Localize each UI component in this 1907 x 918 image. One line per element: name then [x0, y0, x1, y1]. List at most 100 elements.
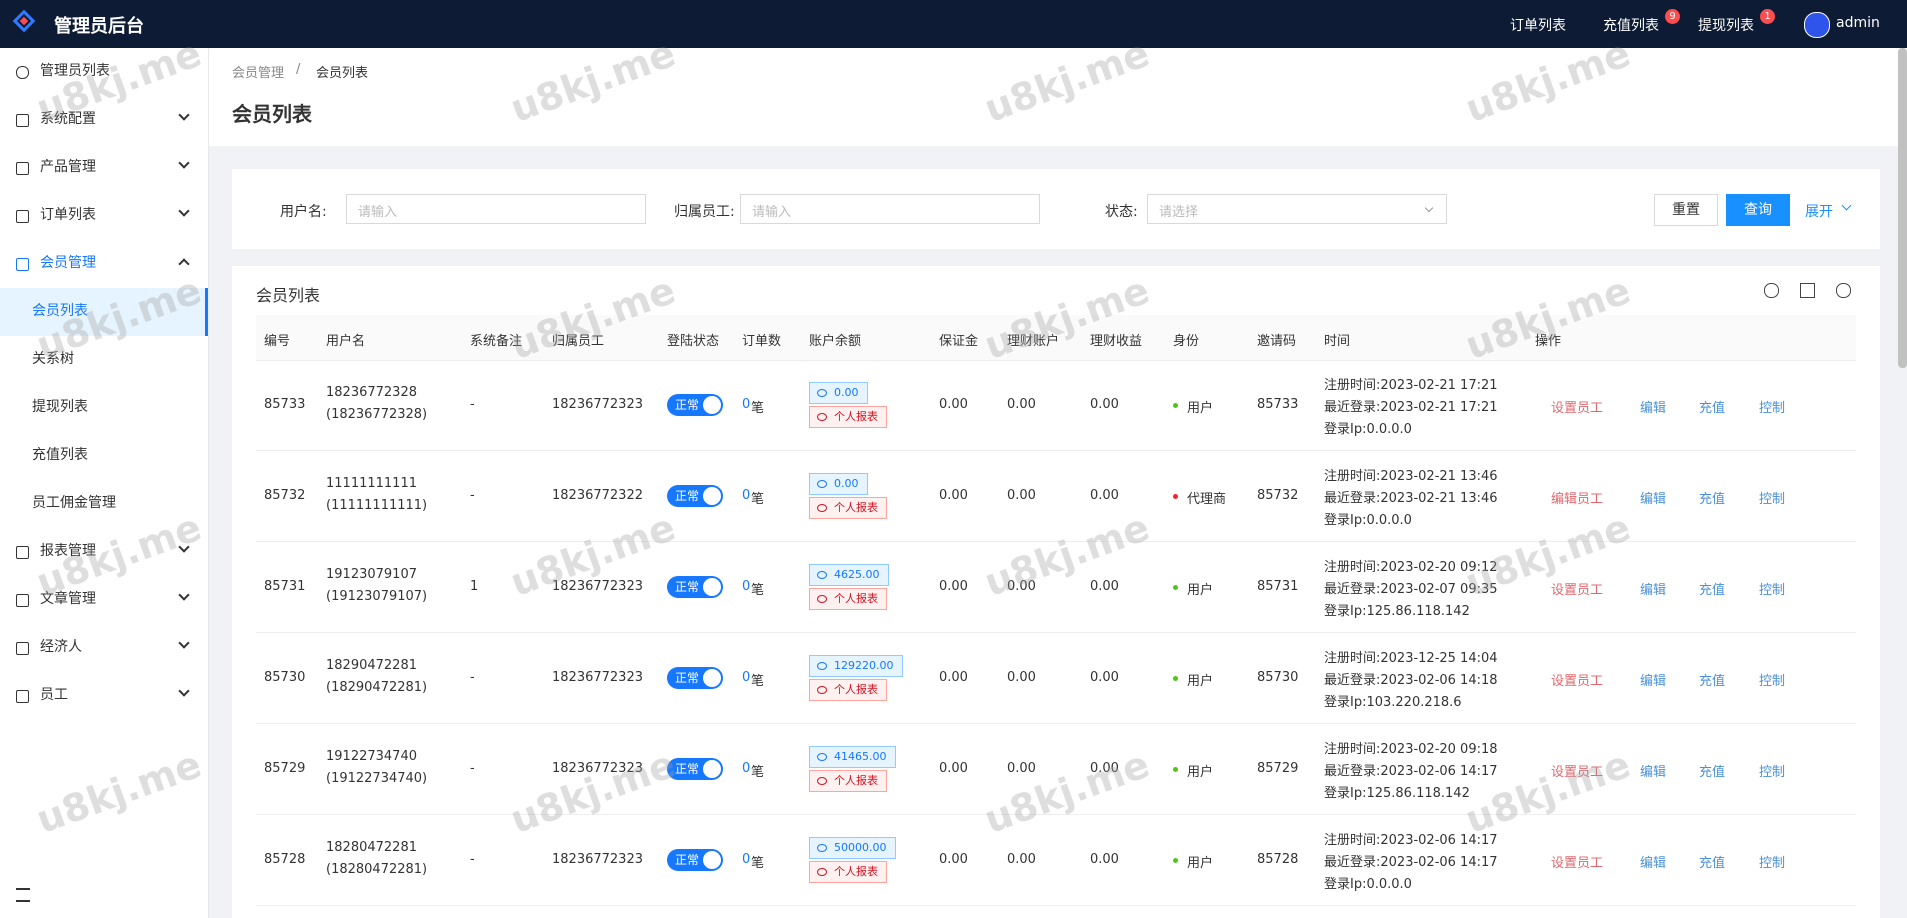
menu-item[interactable]: 产品管理 — [40, 159, 96, 175]
menu-item[interactable]: 文章管理 — [40, 591, 96, 607]
action-link[interactable]: 编辑 — [1640, 492, 1667, 507]
cell-deposit: 0.00 — [939, 397, 968, 412]
report-tag[interactable]: 个人报表 — [809, 679, 887, 701]
sidebar — [0, 48, 209, 918]
page-head — [209, 48, 1907, 146]
action-link[interactable]: 充值 — [1699, 492, 1726, 507]
cell-finance: 0.00 — [1007, 670, 1036, 685]
submenu-item[interactable]: 关系树 — [32, 351, 74, 367]
menu-item[interactable]: 会员管理 — [40, 255, 96, 271]
column-header: 理财账户 — [1007, 334, 1060, 349]
action-link[interactable]: 编辑员工 — [1551, 492, 1604, 507]
cell-time: 登录Ip:0.0.0.0 — [1324, 877, 1412, 892]
action-link[interactable]: 设置员工 — [1551, 856, 1604, 871]
cell-orders[interactable]: 0 — [742, 579, 751, 594]
action-link[interactable]: 控制 — [1759, 583, 1786, 598]
action-link[interactable]: 控制 — [1759, 674, 1786, 689]
column-header: 身份 — [1173, 334, 1200, 349]
cell-invite: 85729 — [1257, 761, 1299, 776]
cell-time: 登录Ip:125.86.118.142 — [1324, 604, 1470, 619]
cell-time: 最近登录:2023-02-07 09:35 — [1324, 582, 1498, 597]
cell-income: 0.00 — [1090, 670, 1119, 685]
action-link[interactable]: 编辑 — [1640, 765, 1667, 780]
column-header: 理财收益 — [1090, 334, 1143, 349]
cell-orders[interactable]: 0 — [742, 397, 751, 412]
action-link[interactable]: 充值 — [1699, 674, 1726, 689]
action-link[interactable]: 控制 — [1759, 856, 1786, 871]
nav-link[interactable]: 充值列表 — [1603, 18, 1659, 34]
cell-remark: - — [470, 852, 475, 867]
submenu-item[interactable]: 提现列表 — [32, 399, 88, 415]
column-header: 订单数 — [742, 334, 782, 349]
report-tag[interactable]: 个人报表 — [809, 861, 887, 883]
search-button[interactable]: 查询 — [1726, 194, 1790, 226]
cell-username-2: (11111111111) — [326, 498, 428, 513]
toolbar-icon[interactable] — [1836, 283, 1851, 298]
submenu-item[interactable]: 充值列表 — [32, 447, 88, 463]
action-link[interactable]: 编辑 — [1640, 674, 1667, 689]
row-divider — [256, 814, 1856, 815]
cell-time: 注册时间:2023-02-06 14:17 — [1324, 833, 1498, 848]
report-tag[interactable]: 个人报表 — [809, 770, 887, 792]
filter-label: 状态: — [1105, 204, 1138, 220]
action-link[interactable]: 控制 — [1759, 765, 1786, 780]
report-tag[interactable]: 个人报表 — [809, 406, 887, 428]
cell-orders-unit: 笔 — [751, 583, 765, 598]
toolbar-icon[interactable] — [1800, 283, 1815, 298]
column-header: 编号 — [264, 334, 291, 349]
action-link[interactable]: 充值 — [1699, 856, 1726, 871]
action-link[interactable]: 设置员工 — [1551, 583, 1604, 598]
action-link[interactable]: 编辑 — [1640, 401, 1667, 416]
menu-icon — [16, 258, 29, 271]
menu-item[interactable]: 员工 — [40, 687, 68, 703]
action-link[interactable]: 设置员工 — [1551, 401, 1604, 416]
active-bar — [205, 288, 208, 336]
report-tag[interactable]: 个人报表 — [809, 588, 887, 610]
cell-orders-unit: 笔 — [751, 492, 765, 507]
menu-item[interactable]: 报表管理 — [40, 543, 96, 559]
eye-icon — [817, 753, 827, 761]
action-link[interactable]: 控制 — [1759, 492, 1786, 507]
expand-link[interactable]: 展开 — [1805, 204, 1833, 220]
action-link[interactable]: 充值 — [1699, 401, 1726, 416]
cell-orders[interactable]: 0 — [742, 488, 751, 503]
nav-badge: 9 — [1665, 9, 1680, 24]
nav-link[interactable]: 提现列表 — [1698, 18, 1754, 34]
filter-label: 归属员工: — [674, 204, 735, 220]
cell-username: 11111111111 — [326, 476, 417, 491]
nav-badge: 1 — [1760, 9, 1775, 24]
menu-item[interactable]: 经济人 — [40, 639, 82, 655]
submenu-item[interactable]: 员工佣金管理 — [32, 495, 116, 511]
reset-button[interactable]: 重置 — [1654, 194, 1718, 226]
cell-orders[interactable]: 0 — [742, 761, 751, 776]
report-tag[interactable]: 个人报表 — [809, 497, 887, 519]
row-divider — [256, 632, 1856, 633]
action-link[interactable]: 充值 — [1699, 765, 1726, 780]
filter-input[interactable] — [740, 194, 1040, 224]
cell-role: 用户 — [1187, 765, 1214, 780]
eye-icon — [817, 480, 827, 488]
action-link[interactable]: 设置员工 — [1551, 765, 1604, 780]
user-name[interactable]: admin — [1836, 15, 1880, 31]
cell-time: 最近登录:2023-02-21 13:46 — [1324, 491, 1498, 506]
action-link[interactable]: 设置员工 — [1551, 674, 1604, 689]
action-link[interactable]: 控制 — [1759, 401, 1786, 416]
header — [0, 0, 1907, 48]
toolbar-icon[interactable] — [1764, 283, 1779, 298]
cell-deposit: 0.00 — [939, 579, 968, 594]
filter-input[interactable] — [1147, 194, 1447, 224]
menu-item[interactable]: 管理员列表 — [40, 63, 110, 79]
submenu-item[interactable]: 会员列表 — [32, 303, 88, 319]
action-link[interactable]: 编辑 — [1640, 583, 1667, 598]
filter-input[interactable] — [346, 194, 646, 224]
action-link[interactable]: 充值 — [1699, 583, 1726, 598]
action-link[interactable]: 编辑 — [1640, 856, 1667, 871]
breadcrumb[interactable]: 会员管理 — [232, 66, 285, 81]
cell-finance: 0.00 — [1007, 761, 1036, 776]
nav-link[interactable]: 订单列表 — [1510, 18, 1566, 34]
cell-orders[interactable]: 0 — [742, 852, 751, 867]
menu-item[interactable]: 系统配置 — [40, 111, 96, 127]
cell-orders[interactable]: 0 — [742, 670, 751, 685]
menu-item[interactable]: 订单列表 — [40, 207, 96, 223]
